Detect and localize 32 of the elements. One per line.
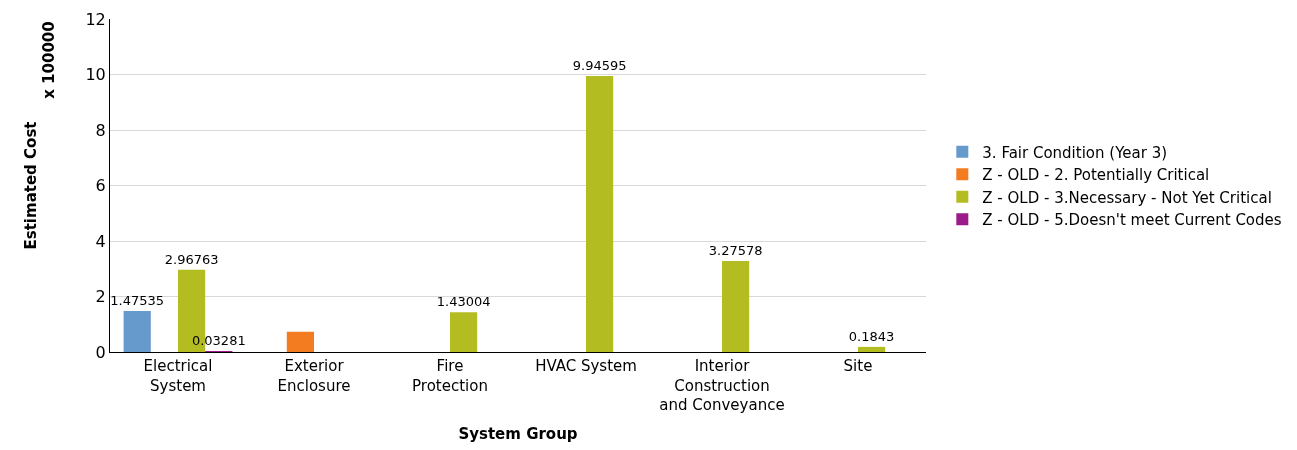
legend-label: 3. Fair Condition (Year 3) — [982, 143, 1168, 162]
bar — [722, 261, 750, 352]
bar — [450, 312, 478, 352]
data-label: 1.47535 — [110, 293, 165, 309]
y-tick-label: 2 — [95, 287, 106, 307]
bar — [586, 76, 614, 352]
text: x 100000 — [39, 21, 58, 99]
legend-label: Z - OLD - 2. Potentially Critical — [982, 166, 1210, 185]
legend-label: Z - OLD - 3.Necessary - Not Yet Critical — [982, 188, 1272, 207]
bar — [858, 346, 886, 352]
x-tick-label: Electrical System — [143, 357, 213, 395]
data-label: 2.96763 — [164, 251, 219, 267]
x-axis-title: System Group — [458, 425, 578, 443]
bar — [286, 331, 314, 352]
x-tick-label: HVAC System — [535, 357, 637, 375]
y-tick-label: 0 — [95, 342, 106, 362]
legend-label: Z - OLD - 5.Doesn't meet Current Codes — [982, 211, 1282, 230]
bar — [123, 311, 151, 352]
x-tick-label: Site — [843, 357, 873, 375]
x-tick-label: Interior Construction and Conveyance — [659, 357, 785, 414]
y-tick-label: 8 — [95, 120, 106, 140]
y-tick-label: 12 — [85, 9, 106, 29]
data-label: 9.94595 — [572, 58, 627, 73]
y-tick-label: 6 — [95, 176, 106, 196]
x-tick-label: Fire Protection — [412, 357, 488, 395]
y-tick-label: 4 — [95, 231, 106, 251]
y-tick-label: 10 — [85, 65, 106, 85]
y-axis-title: Estimated Cost — [21, 121, 40, 250]
data-label: 1.43004 — [436, 294, 491, 310]
data-label: 0.1843 — [848, 328, 895, 344]
data-label: 3.27578 — [708, 243, 763, 259]
x-tick-label: Exterior Enclosure — [277, 357, 351, 395]
